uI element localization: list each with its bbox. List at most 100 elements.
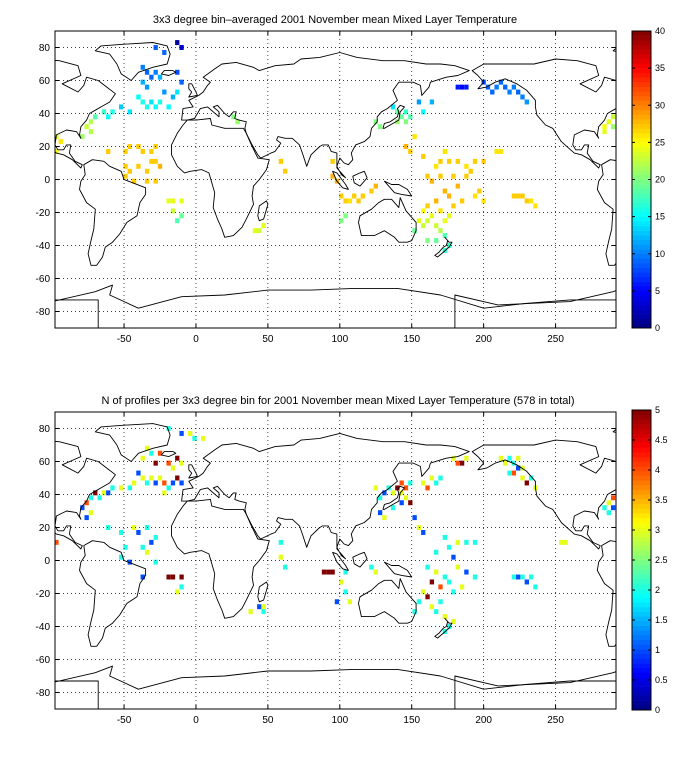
colorbar-swatch — [632, 230, 651, 236]
heatmap-cell — [140, 574, 145, 580]
colorbar-swatch — [632, 123, 651, 129]
colorbar-swatch — [632, 649, 651, 655]
heatmap-cell — [606, 510, 611, 516]
heatmap-cell — [373, 569, 378, 575]
heatmap-cell — [434, 238, 439, 244]
heatmap-cell — [127, 168, 132, 174]
colorbar-swatch — [632, 597, 651, 603]
heatmap-cell — [153, 559, 158, 565]
heatmap-cell — [434, 223, 439, 229]
colorbar-swatch — [632, 438, 651, 444]
coastline — [332, 551, 349, 571]
heatmap-cell — [119, 485, 124, 491]
coastline — [188, 83, 198, 98]
heatmap-cell — [429, 213, 435, 219]
heatmap-cell — [84, 500, 89, 506]
coastline — [358, 578, 417, 624]
heatmap-cell — [425, 173, 430, 179]
colorbar-tick-label: 3.5 — [655, 495, 668, 505]
heatmap-cell — [93, 490, 98, 496]
heatmap-cell — [175, 89, 180, 95]
heatmap-cell — [520, 475, 525, 481]
heatmap-cell — [119, 554, 124, 560]
heatmap-cell — [511, 193, 517, 199]
x-tick-label: 50 — [262, 334, 274, 345]
colorbar-swatch — [632, 428, 651, 434]
colorbar-swatch — [632, 541, 651, 547]
heatmap-cell — [434, 549, 439, 555]
heatmap-cell — [442, 148, 447, 154]
heatmap-cell — [157, 99, 163, 105]
heatmap-cell — [157, 163, 163, 169]
colorbar-tick-label: 40 — [655, 26, 665, 36]
heatmap-cell — [352, 193, 357, 199]
colorbar-swatch — [632, 410, 651, 415]
heatmap-cell — [157, 450, 163, 456]
heatmap-cell — [123, 148, 128, 154]
heatmap-cell — [442, 534, 447, 540]
coastline — [94, 42, 171, 81]
heatmap-cell — [153, 69, 158, 75]
colorbar-swatch — [632, 419, 651, 425]
heatmap-cell — [149, 148, 154, 154]
heatmap-cell — [192, 435, 197, 441]
coastline — [471, 58, 616, 169]
heatmap-cell — [451, 589, 456, 595]
coastline — [181, 52, 470, 179]
colorbar-swatch — [632, 216, 651, 222]
heatmap-cell — [162, 89, 167, 95]
heatmap-cell — [425, 203, 430, 209]
colorbar-swatch — [632, 705, 651, 711]
colorbar-swatch — [632, 147, 651, 152]
heatmap-cell — [610, 505, 616, 511]
heatmap-cell — [170, 480, 176, 486]
coastline — [434, 236, 453, 258]
heatmap-cell — [412, 134, 417, 140]
heatmap-cell — [421, 109, 426, 115]
colorbar-swatch — [632, 588, 651, 594]
heatmap-cell — [438, 158, 443, 164]
heatmap-cell — [516, 574, 521, 580]
colorbar-swatch — [632, 77, 651, 83]
colorbar-swatch — [632, 174, 651, 180]
heatmap-cell — [403, 144, 409, 149]
heatmap-cell — [446, 193, 452, 199]
colorbar-swatch — [632, 249, 651, 255]
heatmap-cell — [390, 104, 396, 110]
heatmap-cell — [144, 104, 150, 110]
heatmap-cell — [123, 544, 128, 550]
heatmap-cell — [88, 129, 94, 135]
colorbar-swatch — [632, 156, 651, 162]
heatmap-cell — [429, 475, 435, 481]
colorbar-tick-label: 1.5 — [655, 615, 668, 625]
colorbar-swatch — [632, 517, 651, 523]
heatmap-cell — [369, 564, 374, 570]
heatmap-cell — [179, 45, 184, 50]
y-tick-label: 80 — [39, 43, 51, 54]
colorbar-swatch — [632, 207, 651, 213]
heatmap-cell — [511, 470, 517, 476]
heatmap-cell — [434, 569, 439, 575]
heatmap-cell — [88, 119, 94, 125]
heatmap-cell — [425, 594, 430, 600]
heatmap-cell — [369, 188, 374, 194]
heatmap-cell — [179, 198, 184, 204]
y-tick-label: 0 — [44, 175, 50, 186]
colorbar-swatch — [632, 560, 651, 565]
coastline — [382, 485, 405, 510]
coastline — [352, 170, 368, 187]
coastline — [257, 581, 269, 603]
heatmap-cell — [602, 505, 607, 511]
colorbar-swatch — [632, 258, 651, 264]
heatmap-cell — [516, 89, 521, 95]
heatmap-cell — [416, 525, 422, 530]
colorbar-swatch — [632, 142, 651, 148]
heatmap-cell — [136, 470, 141, 476]
heatmap-cell — [442, 574, 447, 580]
x-tick-label: 0 — [193, 715, 199, 726]
heatmap-cell — [533, 584, 538, 590]
heatmap-cell — [421, 208, 426, 214]
heatmap-cell — [434, 198, 439, 204]
colorbar-swatch — [632, 63, 651, 69]
heatmap-cell — [144, 84, 150, 90]
